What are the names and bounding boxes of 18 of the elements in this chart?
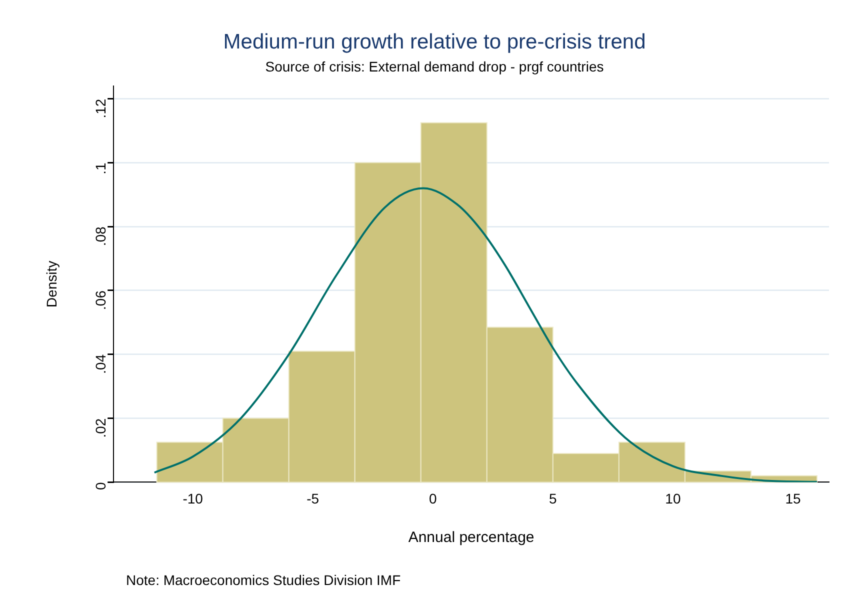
y-tick-label: .02 xyxy=(92,418,108,438)
chart-subtitle: Source of crisis: External demand drop - prgf countries xyxy=(265,58,604,74)
y-tick-label: .06 xyxy=(92,290,108,310)
x-tick-label: 5 xyxy=(549,490,558,506)
x-tick-label: 0 xyxy=(428,490,437,506)
y-tick-label: .12 xyxy=(92,98,108,118)
chart-title: Medium-run growth relative to pre-crisis trend xyxy=(223,30,646,54)
x-tick-label: -10 xyxy=(182,490,204,506)
y-tick-label: 0 xyxy=(92,482,108,490)
text: Note: Macroeconomics Studies Division IMF xyxy=(126,572,401,588)
y-tick-label: .08 xyxy=(92,226,108,246)
y-tick-label: .04 xyxy=(92,354,108,374)
x-tick-label: 15 xyxy=(785,490,801,506)
x-axis-title: Annual percentage xyxy=(408,529,534,546)
y-axis-title: Density xyxy=(43,260,60,308)
y-tick-label: .1 xyxy=(92,162,108,174)
x-tick-label: 10 xyxy=(665,490,681,506)
x-tick-label: -5 xyxy=(306,490,320,506)
